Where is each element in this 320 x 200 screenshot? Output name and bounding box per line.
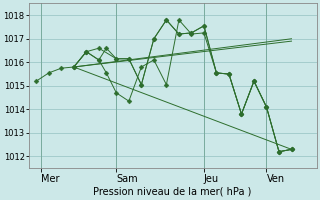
- X-axis label: Pression niveau de la mer( hPa ): Pression niveau de la mer( hPa ): [93, 187, 252, 197]
